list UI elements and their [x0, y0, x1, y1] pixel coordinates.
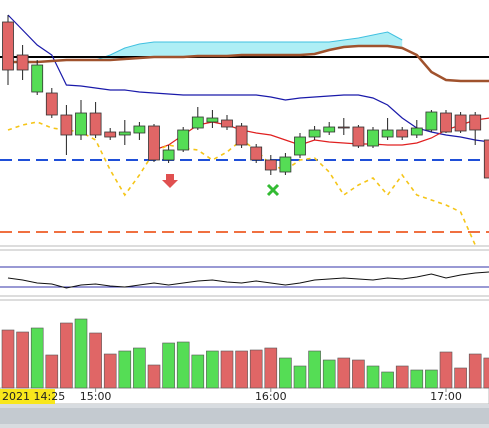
volume-bar	[60, 322, 73, 389]
candle-body	[60, 114, 73, 136]
volume-bar	[454, 367, 467, 389]
candle-body	[440, 112, 452, 133]
candle-body	[177, 129, 190, 151]
volume-bar	[410, 369, 424, 389]
candle-body	[469, 114, 482, 131]
indicator-line	[8, 44, 489, 83]
candle-body	[133, 125, 146, 134]
volume-bar	[220, 350, 234, 389]
sell-arrow	[162, 174, 178, 188]
volume-bar	[279, 357, 292, 389]
volume-bar	[483, 357, 489, 389]
candle-body	[89, 112, 102, 136]
oscillator-line	[7, 271, 489, 289]
volume-bar	[206, 350, 219, 389]
cursor-label: 2021 14:25	[2, 390, 65, 403]
volume-bar	[381, 371, 394, 389]
signal-cross	[266, 183, 280, 197]
volume-bar	[162, 342, 175, 389]
candle-body	[250, 146, 263, 161]
cloud-line	[95, 31, 403, 61]
candle-body	[454, 114, 467, 132]
volume-bar	[293, 365, 307, 389]
volume-bar	[176, 341, 190, 389]
volume-bar	[352, 359, 365, 389]
candle-body	[264, 159, 277, 171]
candle-body	[425, 111, 438, 131]
volume-bar	[118, 350, 132, 389]
candle-body	[31, 64, 44, 93]
volume-bar	[308, 350, 321, 389]
volume-bar	[133, 347, 146, 389]
candle-body	[396, 129, 409, 138]
volume-bar	[264, 347, 278, 389]
candle-body	[162, 149, 175, 161]
cloud-area	[95, 32, 403, 60]
volume-bar	[191, 354, 205, 389]
candle-body	[323, 126, 336, 133]
candle-body	[381, 129, 394, 138]
candle-body	[294, 136, 306, 156]
volume-bar	[425, 369, 438, 389]
candle-body	[337, 126, 350, 129]
cursor-label-box	[0, 389, 55, 404]
candle-body	[16, 54, 29, 71]
candle-body	[367, 129, 379, 147]
candle-body	[104, 131, 117, 138]
x-tick-label: 15:00	[80, 390, 112, 403]
volume-bar	[45, 354, 59, 389]
candle-body	[352, 126, 365, 147]
candle-body	[410, 127, 423, 136]
indicator-line	[153, 117, 489, 151]
volume-bar	[74, 318, 88, 389]
volume-bar	[103, 353, 117, 389]
volume-bar	[249, 349, 263, 389]
candle-body	[2, 21, 14, 71]
volume-bar	[468, 353, 482, 389]
candle-body	[45, 92, 58, 116]
candle-body	[75, 112, 87, 136]
candle-body	[148, 125, 160, 161]
scrollbar-thumb[interactable]	[0, 408, 489, 424]
candle-body	[308, 129, 321, 138]
indicator-line	[7, 14, 489, 143]
volume-bar	[147, 364, 161, 389]
volume-bar	[235, 350, 248, 389]
x-tick-label: 16:00	[255, 390, 287, 403]
candle-body	[279, 156, 292, 173]
volume-bar	[30, 327, 44, 389]
candle-body	[235, 125, 248, 146]
volume-bar	[337, 357, 351, 389]
candle-body	[118, 131, 131, 136]
x-tick-label: 17:00	[430, 390, 462, 403]
time-axis	[0, 387, 489, 405]
candle-body	[191, 116, 204, 129]
volume-bar	[366, 365, 380, 389]
candle-body	[483, 139, 489, 179]
candle-body	[206, 117, 219, 123]
volume-bar	[322, 359, 336, 389]
candle-body	[221, 119, 233, 128]
volume-bar	[89, 332, 102, 389]
volume-bar	[395, 365, 409, 389]
volume-bar	[439, 351, 453, 389]
volume-bar	[1, 329, 15, 389]
volume-bar	[16, 331, 29, 389]
